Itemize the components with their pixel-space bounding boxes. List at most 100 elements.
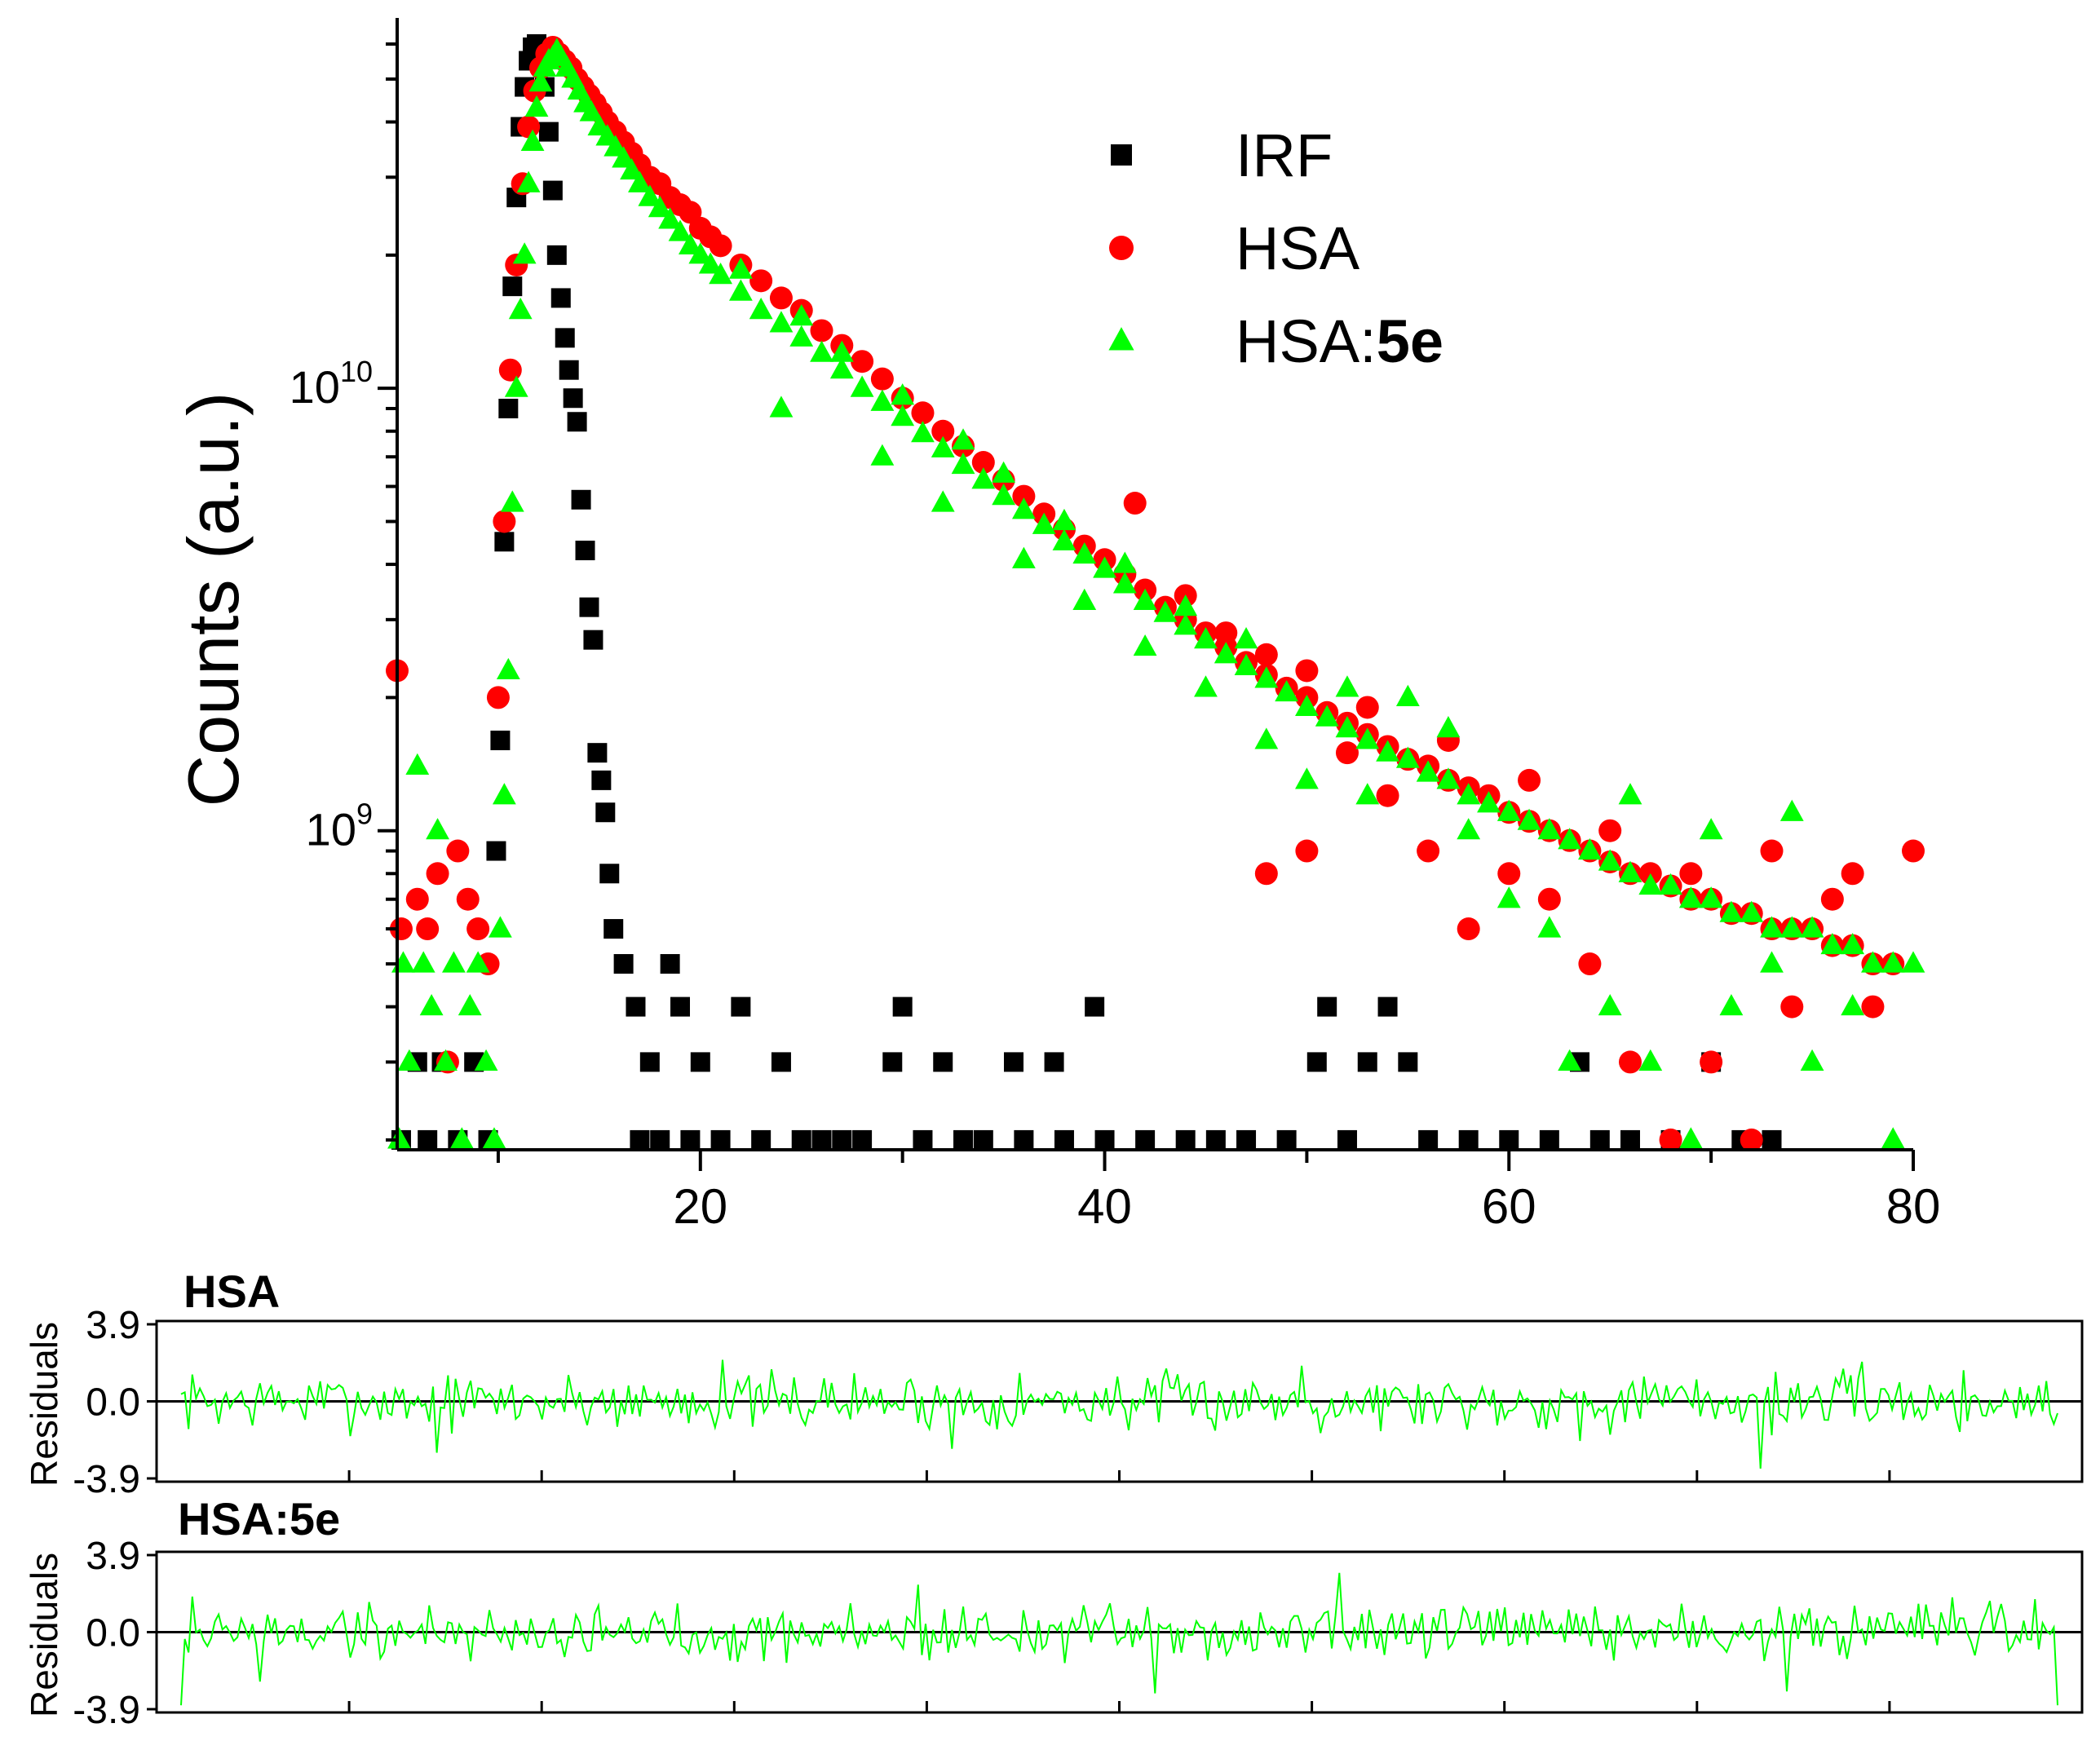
data-point: [1902, 839, 1925, 863]
data-point: [512, 242, 537, 264]
data-point: [575, 541, 595, 561]
data-point: [1174, 613, 1198, 635]
data-point: [559, 360, 579, 380]
x-tick-label: 40: [1077, 1179, 1132, 1234]
series-hsa: [386, 35, 1925, 1151]
data-point: [411, 951, 435, 973]
data-point: [1762, 1129, 1782, 1150]
data-point: [1395, 746, 1420, 768]
data-point: [1044, 1052, 1064, 1072]
data-point: [528, 70, 553, 92]
data-point: [1719, 993, 1744, 1016]
data-point: [508, 298, 533, 320]
data-point: [1194, 675, 1218, 697]
data-point: [870, 367, 894, 391]
data-point: [1085, 996, 1105, 1017]
data-point: [489, 916, 512, 938]
data-point: [587, 743, 608, 763]
data-point: [1638, 1049, 1663, 1071]
data-point: [973, 1129, 993, 1150]
data-point: [670, 996, 691, 1017]
data-point: [648, 195, 672, 218]
data-point: [1234, 653, 1258, 675]
data-point: [405, 887, 429, 911]
data-point: [591, 770, 612, 790]
data-point: [426, 862, 449, 886]
data-point: [639, 1052, 660, 1072]
data-point: [850, 375, 874, 397]
data-point: [992, 461, 1015, 483]
data-point: [931, 490, 955, 512]
data-point: [769, 311, 794, 333]
decay-axes: 20 40 60 80 109 1010: [290, 18, 1940, 1234]
data-point: [679, 232, 702, 254]
data-point: [1589, 1129, 1610, 1150]
data-point: [1457, 818, 1481, 840]
data-point: [1214, 642, 1238, 664]
legend-item: HSA:5e: [1108, 307, 1443, 375]
data-point: [992, 483, 1015, 506]
data-point: [449, 1127, 474, 1149]
data-point: [1254, 862, 1278, 886]
data-point: [1376, 784, 1399, 807]
data-point: [1881, 1127, 1905, 1149]
data-point: [911, 421, 935, 443]
data-point: [1014, 1129, 1034, 1150]
data-point: [951, 428, 975, 450]
data-point: [1012, 484, 1036, 508]
data-point: [1112, 572, 1137, 594]
data-point: [1800, 916, 1824, 938]
data-point: [829, 357, 854, 379]
data-point: [728, 257, 753, 279]
data-point: [709, 263, 732, 285]
data-point: [1760, 839, 1784, 863]
data-point: [1679, 862, 1703, 886]
data-point: [1355, 727, 1380, 749]
data-point: [1072, 588, 1097, 610]
residuals-axes: 3.9 0.0 -3.9: [73, 1304, 2084, 1501]
data-point: [498, 398, 519, 418]
data-point: [486, 686, 510, 709]
data-point: [791, 1129, 811, 1150]
data-point: [829, 340, 854, 362]
data-point: [1740, 1128, 1763, 1151]
data-point: [603, 919, 624, 939]
data-point: [555, 328, 575, 348]
legend-marker: [1111, 144, 1132, 166]
data-point: [494, 532, 515, 552]
data-point: [1133, 588, 1157, 610]
data-point: [1497, 862, 1521, 886]
data-point: [1357, 1052, 1377, 1072]
data-point: [1337, 1129, 1357, 1150]
data-point: [789, 325, 814, 347]
data-point: [892, 996, 913, 1017]
residuals-line: [180, 1359, 2058, 1469]
data-point: [698, 252, 723, 274]
data-point: [579, 99, 603, 122]
data-point: [1153, 600, 1178, 622]
data-point: [502, 276, 523, 297]
data-point: [810, 340, 833, 362]
data-point: [1032, 512, 1056, 534]
data-point: [1052, 528, 1077, 550]
data-point: [1659, 1128, 1682, 1151]
data-point: [1497, 799, 1521, 821]
data-point: [749, 269, 773, 293]
data-point: [595, 802, 616, 823]
data-point: [1254, 727, 1279, 749]
data-point: [1416, 760, 1440, 782]
data-point: [516, 170, 541, 192]
data-point: [851, 350, 874, 373]
data-point: [416, 917, 440, 941]
data-point: [1537, 887, 1561, 911]
residuals-panel-hsa: HSA Residuals 3.9 0.0 -3.9: [23, 1266, 2084, 1501]
decay-data-points: [386, 34, 1925, 1151]
data-point: [1011, 497, 1036, 519]
data-point: [971, 451, 995, 475]
data-point: [1306, 1052, 1327, 1072]
data-point: [474, 1049, 498, 1071]
data-point: [832, 1129, 852, 1150]
y-tick-label: -3.9: [73, 1458, 140, 1501]
data-point: [583, 630, 603, 650]
